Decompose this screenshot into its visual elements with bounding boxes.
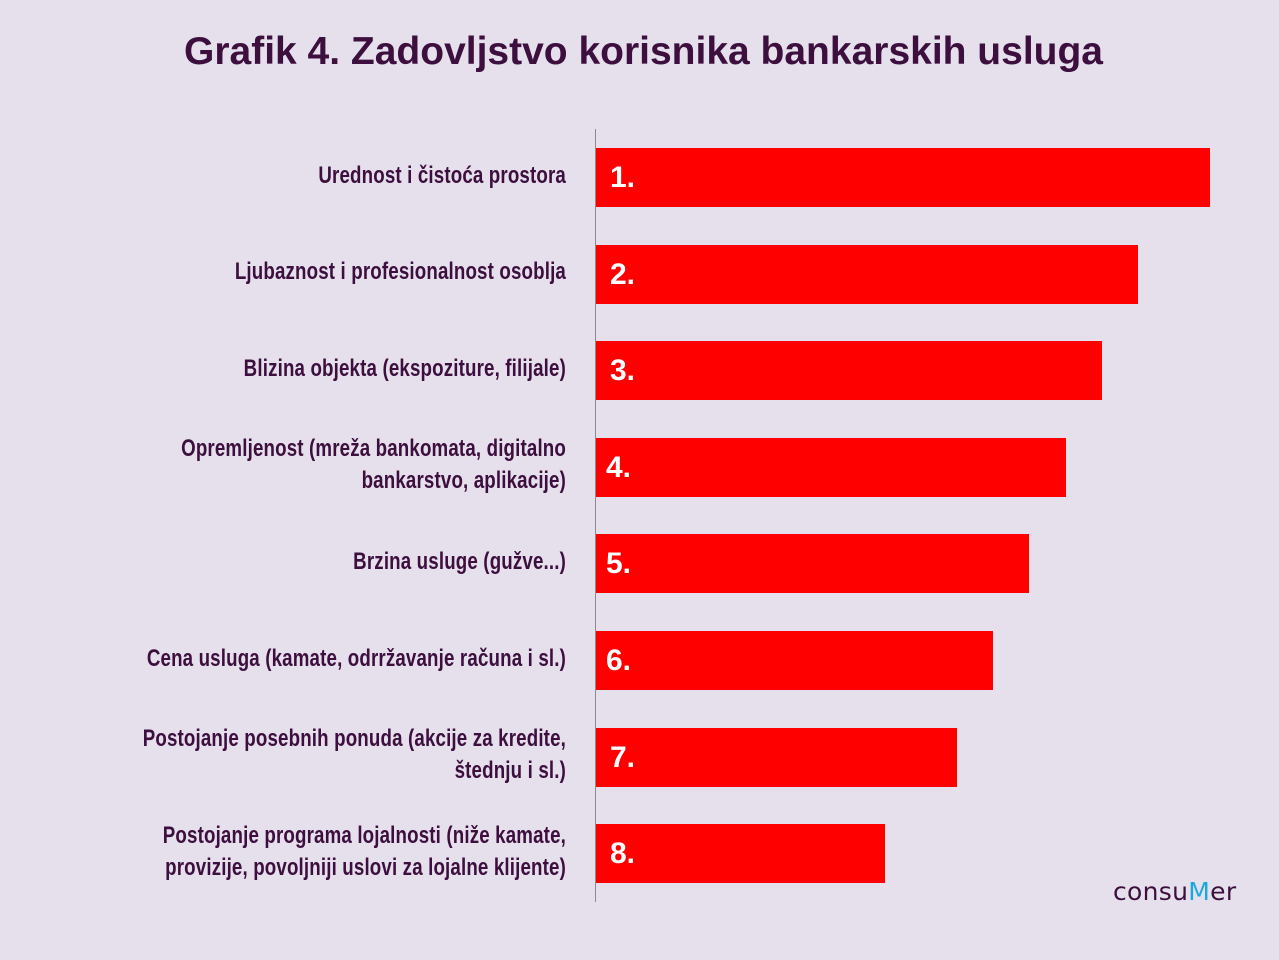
bar-6 [596, 631, 994, 690]
category-label-8: Postojanje programa lojalnosti (niže kam… [140, 820, 566, 884]
logo-suffix: er [1210, 877, 1237, 906]
consumer-logo: consuMer [1113, 877, 1236, 906]
category-label-5: Brzina usluge (gužve...) [140, 546, 566, 578]
bar-data-label-8: 8. [610, 837, 636, 871]
bar-data-label-2: 2. [610, 257, 636, 291]
category-label-line: provizije, povoljniji uslovi za lojalne … [165, 853, 567, 881]
bar-data-label-4: 4. [606, 450, 632, 484]
category-label-6: Cena usluga (kamate, odrržavanje računa … [140, 643, 566, 675]
category-label-line: Brzina usluge (gužve...) [353, 547, 566, 575]
category-label-line: Urednost i čistoća prostora [318, 161, 566, 189]
bar-data-label-7: 7. [610, 740, 636, 774]
category-label-2: Ljubaznost i profesionalnost osoblja [140, 256, 566, 288]
category-label-line: Ljubaznost i profesionalnost osoblja [234, 258, 566, 286]
bar-8 [596, 824, 885, 884]
bar-4 [596, 437, 1066, 497]
bar-data-label-3: 3. [610, 354, 636, 388]
bar-2 [596, 244, 1138, 304]
bar-data-label-6: 6. [606, 644, 632, 677]
logo-prefix: consu [1113, 877, 1189, 906]
category-label-line: Postojanje programa lojalnosti (niže kam… [162, 821, 567, 849]
category-label-1: Urednost i čistoća prostora [140, 160, 566, 192]
category-label-7: Postojanje posebnih ponuda (akcije za kr… [140, 723, 566, 787]
category-label-line: bankarstvo, aplikacije) [361, 467, 566, 495]
category-axis-line [595, 129, 596, 902]
bar-5 [596, 534, 1030, 594]
category-label-line: štednju i sl.) [454, 757, 566, 785]
bar-1 [596, 148, 1210, 207]
category-label-3: Blizina objekta (ekspoziture, filijale) [140, 353, 566, 385]
category-label-line: Cena usluga (kamate, odrržavanje računa … [146, 644, 567, 672]
category-label-line: Opremljenost (mreža bankomata, digitalno [181, 435, 566, 463]
bar-7 [596, 727, 958, 787]
category-label-4: Opremljenost (mreža bankomata, digitalno… [140, 433, 566, 497]
category-label-line: Postojanje posebnih ponuda (akcije za kr… [142, 725, 566, 753]
bar-data-label-5: 5. [606, 547, 632, 581]
bar-3 [596, 341, 1102, 401]
chart-title: Grafik 4. Zadovljstvo korisnika bankarsk… [184, 30, 1103, 73]
bar-data-label-1: 1. [610, 161, 636, 194]
category-label-line: Blizina objekta (ekspoziture, filijale) [243, 354, 566, 382]
logo-accent: M [1188, 877, 1211, 906]
